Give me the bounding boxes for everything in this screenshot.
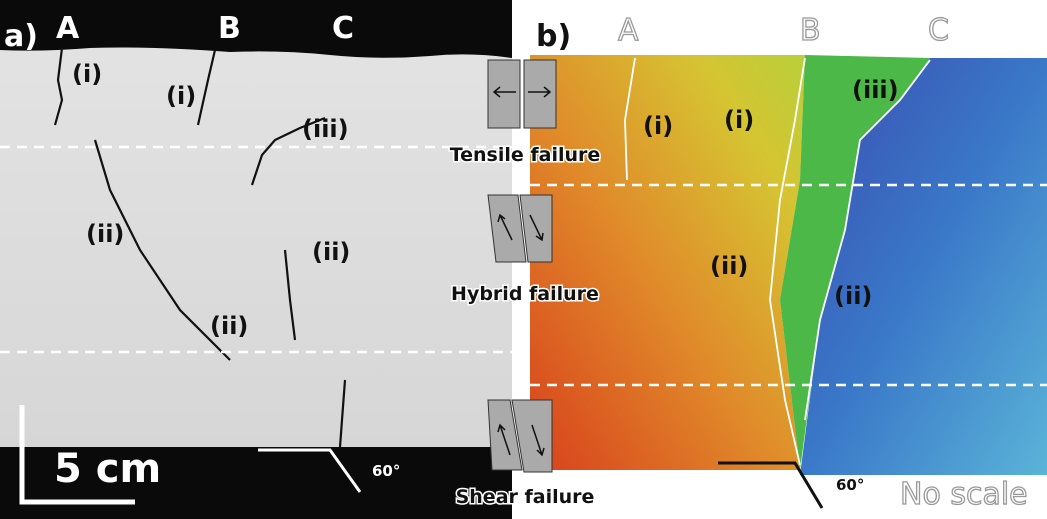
annotation: (ii) — [710, 252, 748, 280]
column-label: A — [56, 11, 80, 46]
column-label: C — [928, 13, 949, 48]
failure-mode: Hybrid failure — [451, 283, 599, 305]
annotation: (ii) — [210, 312, 248, 340]
scale-label: 5 cm — [54, 446, 161, 492]
annotation: (ii) — [86, 220, 124, 248]
annotation: (ii) — [312, 238, 350, 266]
angle-label: 60° — [836, 476, 864, 494]
annotation: (iii) — [852, 76, 899, 104]
annotation: (iii) — [302, 115, 349, 143]
failure-mode: Shear failure — [456, 486, 595, 508]
column-label: C — [332, 11, 354, 46]
annotation: (i) — [643, 112, 673, 140]
column-label: B — [800, 13, 821, 48]
panel-label: b) — [536, 19, 571, 54]
panel-label: a) — [4, 19, 38, 54]
column-label: A — [618, 13, 639, 48]
annotation: (ii) — [834, 282, 872, 310]
figure: a) A B C (i) (i) (iii) (ii) (ii) (ii) 5 … — [0, 0, 1047, 519]
block — [524, 60, 556, 128]
annotation: (i) — [166, 82, 196, 110]
block — [488, 60, 520, 128]
panel-a: a) A B C (i) (i) (iii) (ii) (ii) (ii) 5 … — [0, 0, 512, 519]
failure-mode: Tensile failure — [450, 144, 601, 166]
panel-b: b) A B C (i) (i) (iii) (ii) (ii) 60° No … — [530, 13, 1047, 512]
annotation: (i) — [72, 60, 102, 88]
scale-note: No scale — [900, 477, 1028, 512]
annotation: (i) — [724, 106, 754, 134]
angle-label: 60° — [372, 462, 400, 480]
column-label: B — [218, 11, 241, 46]
